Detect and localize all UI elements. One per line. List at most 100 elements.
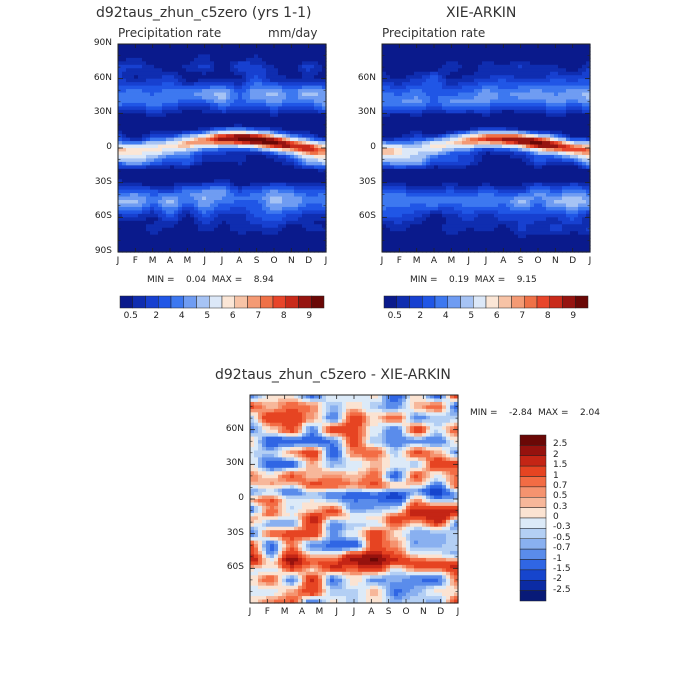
field-cell: [146, 175, 151, 180]
field-cell: [426, 161, 431, 166]
field-cell: [286, 189, 291, 194]
field-cell: [430, 158, 435, 163]
field-cell: [142, 141, 147, 146]
field-cell: [154, 127, 159, 132]
field-cell: [490, 44, 495, 49]
field-cell: [178, 168, 183, 173]
field-cell: [206, 134, 211, 139]
field-cell: [406, 141, 411, 146]
field-cell: [210, 179, 215, 184]
field-cell: [450, 127, 455, 132]
field-cell: [214, 78, 219, 83]
field-cell: [466, 203, 471, 208]
field-cell: [398, 47, 403, 52]
field-cell: [278, 64, 283, 69]
field-cell: [402, 120, 407, 125]
field-cell: [130, 85, 135, 90]
field-cell: [486, 175, 491, 180]
field-cell: [230, 123, 235, 128]
field-cell: [478, 182, 483, 187]
field-cell: [218, 44, 223, 49]
field-cell: [126, 148, 131, 153]
field-cell: [122, 96, 127, 101]
field-cell: [282, 217, 287, 222]
field-cell: [238, 96, 243, 101]
field-cell: [154, 134, 159, 139]
field-cell: [226, 217, 231, 222]
field-cell: [190, 179, 195, 184]
field-cell: [406, 134, 411, 139]
field-cell: [294, 57, 299, 62]
field-cell: [302, 248, 307, 253]
field-cell: [142, 227, 147, 232]
field-cell: [190, 47, 195, 52]
y-tick-label: 30S: [94, 176, 112, 187]
field-cell: [430, 227, 435, 232]
field-cell: [318, 161, 323, 166]
field-cell: [158, 130, 163, 135]
field-cell: [226, 106, 231, 111]
field-cell: [414, 109, 419, 114]
field-cells: [382, 44, 591, 253]
field-cell: [146, 179, 151, 184]
field-cell: [186, 78, 191, 83]
field-cell: [254, 57, 259, 62]
field-cell: [186, 248, 191, 253]
field-cell: [446, 75, 451, 80]
field-cell: [218, 141, 223, 146]
field-cell: [266, 179, 271, 184]
field-cell: [222, 85, 227, 90]
field-cell: [278, 224, 283, 229]
field-cell: [306, 203, 311, 208]
field-cell: [210, 206, 215, 211]
field-cell: [238, 168, 243, 173]
field-cell: [198, 200, 203, 205]
field-cell: [142, 44, 147, 49]
field-cell: [406, 227, 411, 232]
field-cell: [162, 61, 167, 66]
field-cell: [426, 99, 431, 104]
field-cell: [182, 141, 187, 146]
field-cell: [418, 71, 423, 76]
field-cell: [274, 158, 279, 163]
field-cell: [226, 172, 231, 177]
field-cell: [318, 203, 323, 208]
field-cell: [134, 134, 139, 139]
field-cell: [310, 193, 315, 198]
field-cell: [158, 168, 163, 173]
field-cell: [238, 186, 243, 191]
field-cell: [406, 116, 411, 121]
field-cell: [250, 210, 255, 215]
field-cell: [174, 64, 179, 69]
field-cell: [482, 248, 487, 253]
field-cell: [186, 168, 191, 173]
field-cell: [302, 175, 307, 180]
field-cell: [246, 89, 251, 94]
field-cell: [150, 172, 155, 177]
field-cell: [234, 238, 239, 243]
field-cell: [258, 61, 263, 66]
field-cell: [126, 109, 131, 114]
field-cell: [310, 224, 315, 229]
field-cell: [454, 61, 459, 66]
field-cell: [126, 113, 131, 118]
field-cell: [194, 189, 199, 194]
field-cell: [126, 161, 131, 166]
field-cell: [482, 172, 487, 177]
field-cell: [382, 102, 387, 107]
field-cell: [402, 231, 407, 236]
field-cell: [142, 61, 147, 66]
field-cell: [278, 182, 283, 187]
field-cell: [262, 78, 267, 83]
field-cell: [150, 96, 155, 101]
field-cell: [262, 96, 267, 101]
field-cell: [306, 220, 311, 225]
field-cell: [410, 134, 415, 139]
field-cell: [394, 224, 399, 229]
field-cell: [262, 54, 267, 59]
field-cell: [214, 89, 219, 94]
field-cell: [178, 186, 183, 191]
field-cell: [494, 151, 499, 156]
field-cell: [118, 54, 123, 59]
x-tick-label: J: [116, 256, 120, 266]
